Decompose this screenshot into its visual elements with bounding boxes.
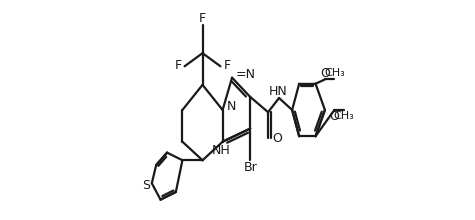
Text: =N: =N [236,68,256,81]
Text: CH₃: CH₃ [333,111,354,121]
Text: Br: Br [243,161,257,174]
Text: S: S [142,179,151,192]
Text: O: O [273,132,282,145]
Text: HN: HN [269,85,288,98]
Text: N: N [227,100,237,113]
Text: O: O [320,67,330,80]
Text: F: F [199,12,206,25]
Text: F: F [223,59,230,72]
Text: CH₃: CH₃ [324,68,345,78]
Text: NH: NH [212,144,231,157]
Text: O: O [329,110,339,123]
Text: F: F [174,59,181,72]
